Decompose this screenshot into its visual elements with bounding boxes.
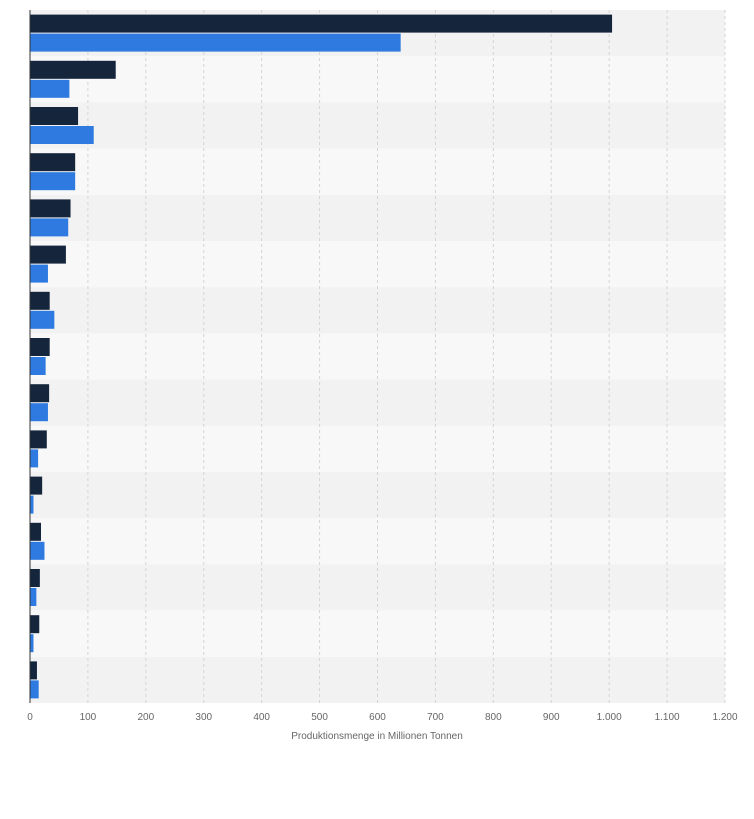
- bar: [30, 430, 47, 449]
- bars: [30, 14, 613, 699]
- x-tick-label: 800: [485, 712, 502, 723]
- bar: [30, 403, 48, 422]
- grid-lines: [87, 10, 726, 703]
- bar: [30, 172, 76, 191]
- x-tick-label: 700: [427, 712, 444, 723]
- bar: [30, 634, 34, 653]
- bar: [30, 199, 71, 218]
- bar: [30, 218, 69, 237]
- x-tick-label: 400: [253, 712, 270, 723]
- x-tick-label: 1.100: [655, 712, 680, 723]
- bar: [30, 541, 45, 560]
- bar: [30, 14, 613, 33]
- bar: [30, 60, 116, 79]
- bar: [30, 588, 37, 606]
- x-tick-label: 200: [137, 712, 154, 723]
- bar: [30, 522, 42, 541]
- x-tick-label: 1.000: [597, 712, 622, 723]
- bar: [30, 126, 94, 144]
- x-tick-label: 900: [543, 712, 560, 723]
- bar: [30, 33, 401, 52]
- bar: [30, 264, 48, 283]
- bar: [30, 291, 50, 310]
- x-tick-labels: 0 100 200 300 400 500 600 700 800 900 1.000 1.100 1.…: [27, 712, 738, 723]
- bar: [30, 338, 50, 356]
- bar: [30, 476, 43, 495]
- bar: [30, 449, 39, 468]
- x-tick-label: 500: [311, 712, 328, 723]
- bar: [30, 384, 50, 403]
- bar: [30, 680, 39, 699]
- bar: [30, 569, 40, 587]
- x-tick-label: 1.200: [712, 712, 737, 723]
- bar: [30, 107, 79, 125]
- x-tick-label: 100: [80, 712, 97, 723]
- bar: [30, 79, 70, 98]
- x-tick-label: 0: [27, 712, 33, 723]
- x-tick-label: 600: [369, 712, 386, 723]
- x-tick-label: 300: [195, 712, 212, 723]
- bar: [30, 153, 76, 172]
- bar: [30, 245, 66, 264]
- bar: [30, 661, 37, 680]
- bar: [30, 615, 40, 634]
- bar: [30, 495, 34, 514]
- bar: [30, 310, 55, 329]
- x-axis-title: Produktionsmenge in Millionen Tonnen: [291, 731, 463, 742]
- bar: [30, 357, 46, 375]
